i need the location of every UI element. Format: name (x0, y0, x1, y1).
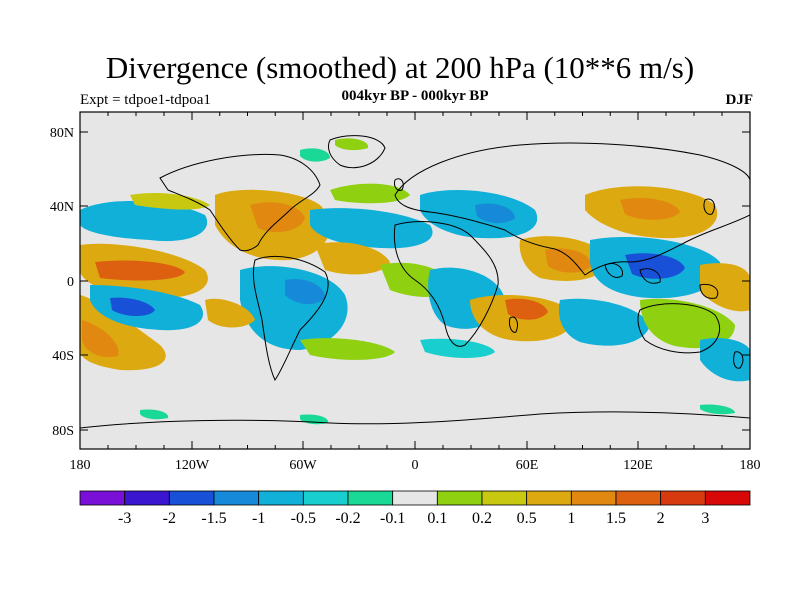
lon-tick-label: 60W (289, 458, 317, 473)
lat-tick-label: 40S (52, 349, 74, 364)
patch-pacific-south-darkblue (110, 297, 155, 316)
colorbar-swatch (615, 490, 662, 506)
colorbar-swatch (124, 490, 170, 506)
colorbar-label: 1 (567, 510, 575, 527)
patch-southwestpacific-blue (700, 338, 750, 382)
colorbar-label: -2 (163, 510, 176, 527)
patch-atlantic-north-green (330, 183, 410, 204)
coast-greenland (327, 135, 386, 169)
lon-tick-label: 0 (412, 458, 419, 473)
colorbar-swatch (213, 490, 260, 506)
colorbar-label: 1.5 (606, 510, 626, 527)
patch-arctic-green-1 (300, 148, 330, 162)
patch-atlantic-tropical-orange (315, 242, 390, 275)
patch-arctic-green-2 (335, 138, 369, 151)
patch-eastpacific-south-red (82, 320, 119, 358)
colorbar-swatch (392, 490, 438, 506)
lat-tick-label: 80N (50, 126, 74, 141)
patch-antarctic-cyan-1 (140, 409, 169, 420)
lat-tick-label: 80S (52, 424, 74, 439)
colorbar-swatch (436, 490, 483, 506)
plot-title: Divergence (smoothed) at 200 hPa (10**6 … (105, 50, 695, 85)
season-label: DJF (725, 92, 754, 108)
colorbar-label: 0.2 (472, 510, 492, 527)
colorbar-label: 0.1 (427, 510, 447, 527)
patch-pacific-north-blue (80, 200, 208, 242)
colorbar-swatch (526, 490, 572, 506)
coast-antarctica (80, 411, 750, 429)
experiment-label: Expt = tdpoe1-tdpoa1 (80, 92, 211, 108)
colorbar-swatch (347, 490, 394, 506)
patch-maritime-darkblue (625, 253, 685, 279)
colorbar-swatch (481, 490, 528, 506)
colorbar-swatch (302, 490, 349, 506)
colorbar-label: -0.1 (380, 510, 405, 527)
axis-ticks: 180 120W 60W 0 60E 120E 180 80N 40N 0 40S 80S (50, 112, 761, 473)
patch-africa-south-red (505, 298, 548, 320)
colorbar-swatch (570, 490, 617, 506)
colorbar-label: -0.2 (335, 510, 360, 527)
lon-tick-label: 120E (623, 458, 653, 473)
patch-northamerica-red (250, 202, 305, 233)
contour-field (80, 112, 750, 449)
patch-india-red (545, 248, 592, 273)
lon-tick-label: 180 (70, 458, 91, 473)
coast-uk (394, 178, 404, 191)
colorbar-swatch (168, 490, 215, 506)
patch-southern-ocean-cyan (420, 338, 495, 358)
colorbar-label: -1.5 (201, 510, 226, 527)
colorbar-label: 0.5 (517, 510, 537, 527)
colorbar-label: -3 (118, 510, 131, 527)
colorbar-label: 2 (657, 510, 665, 527)
patch-antarctic-cyan-3 (700, 404, 735, 415)
patch-pacific-north-green (130, 193, 210, 210)
patch-southindian-blue (558, 298, 650, 346)
coastlines (80, 135, 750, 429)
colorbar-label: 3 (701, 510, 709, 527)
colorbar-swatch (258, 490, 304, 506)
patch-southamerica-blue (240, 266, 348, 350)
patch-pacific-equatorial-red (95, 260, 185, 281)
patch-australia-green (640, 298, 735, 349)
patch-westpacific-orange (700, 263, 750, 312)
lon-tick-label: 60E (516, 458, 539, 473)
coast-north-america (159, 154, 321, 252)
patch-asia-north-red (620, 198, 680, 220)
lat-tick-label: 0 (67, 275, 74, 290)
colorbar-label: -1 (252, 510, 265, 527)
patch-southatlantic-orange (205, 298, 255, 328)
colorbar-swatch (704, 490, 751, 506)
lat-tick-label: 40N (50, 200, 74, 215)
lon-tick-label: 180 (740, 458, 761, 473)
colorbar: -3 -2 -1.5 -1 -0.5 -0.2 -0.1 0.1 0.2 0.5 1 1.5 2 3 (79, 490, 751, 527)
patch-atlantic-north-blue (310, 208, 433, 249)
colorbar-swatch (660, 490, 706, 506)
coast-africa (393, 221, 499, 347)
coast-madagascar (509, 316, 518, 333)
coast-maritime (604, 262, 719, 299)
period-label: 004kyr BP - 000kyr BP (341, 88, 489, 104)
lon-tick-label: 120W (175, 458, 210, 473)
coast-australia (637, 303, 720, 354)
patch-europe-darkblue (475, 203, 515, 224)
patch-southern-ocean-green (300, 338, 395, 360)
coast-south-america (252, 255, 329, 381)
coast-eurasia (394, 142, 750, 276)
coast-japan (703, 198, 715, 215)
coast-newzealand (733, 351, 744, 369)
colorbar-swatch (79, 490, 126, 506)
patch-southamerica-blue-dark (285, 279, 325, 305)
colorbar-label: -0.5 (291, 510, 316, 527)
